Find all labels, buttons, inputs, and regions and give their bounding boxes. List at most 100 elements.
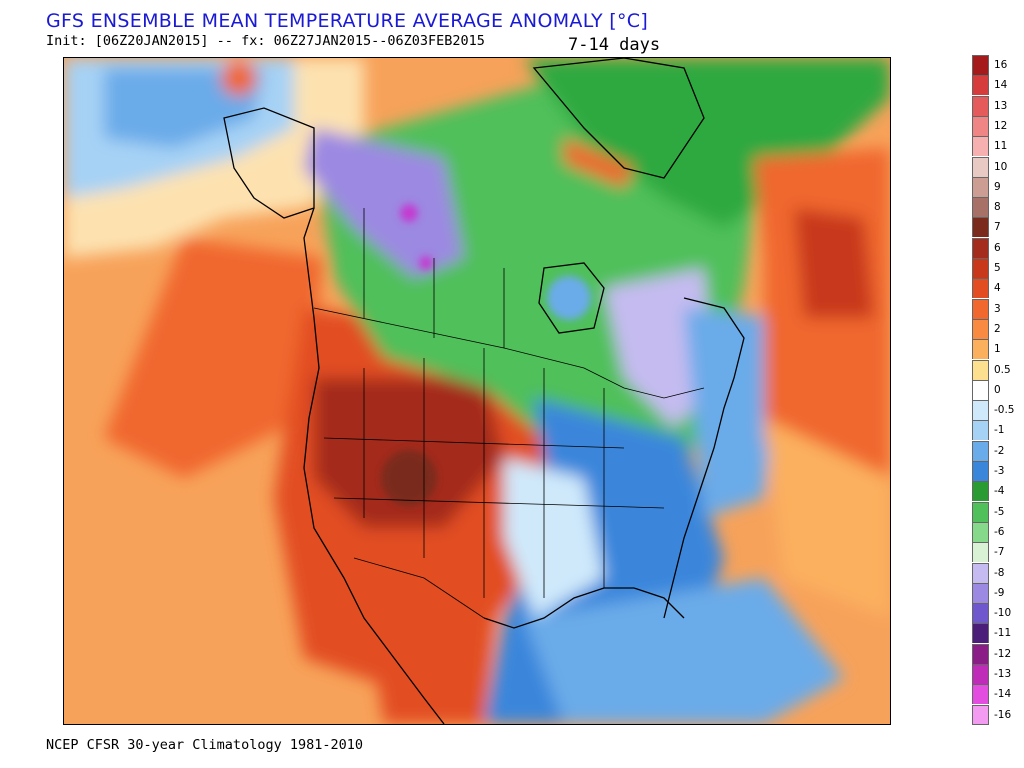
state-line-h1 xyxy=(323,437,625,449)
legend-swatch xyxy=(972,603,989,624)
legend-swatch xyxy=(972,521,989,542)
legend-swatch xyxy=(972,217,989,238)
legend-label: -16 xyxy=(994,708,1012,721)
legend-swatch xyxy=(972,420,989,441)
legend-entry: 14 xyxy=(972,75,1024,96)
legend-swatch xyxy=(972,136,989,157)
legend-label: 8 xyxy=(994,201,1001,214)
legend-entry: -5 xyxy=(972,501,1024,523)
rockies-hot-core xyxy=(381,450,437,506)
legend-entry: -9 xyxy=(972,582,1024,604)
legend-entry: 6 xyxy=(972,237,1024,259)
legend-entry: 1 xyxy=(972,339,1024,360)
legend-entry: 7 xyxy=(972,217,1024,238)
coastline-gulf xyxy=(483,587,685,629)
east-pacific-warm xyxy=(104,238,324,478)
legend-label: -5 xyxy=(994,505,1005,518)
bering-warm-spot xyxy=(221,60,257,96)
legend-label: 7 xyxy=(994,221,1001,234)
legend-label: 1 xyxy=(994,343,1001,356)
legend-label: -7 xyxy=(994,546,1005,559)
legend-label: 14 xyxy=(994,79,1008,92)
legend-swatch xyxy=(972,582,989,603)
legend-label: -11 xyxy=(994,627,1012,640)
legend-label: 16 xyxy=(994,59,1008,71)
hudson-bay-blue xyxy=(547,276,591,320)
legend-swatch xyxy=(972,461,989,481)
legend-entry: -10 xyxy=(972,603,1024,624)
legend-entry: -0.5 xyxy=(972,400,1024,421)
legend-swatch xyxy=(972,55,989,75)
legend-entry: -3 xyxy=(972,461,1024,482)
legend-label: 0 xyxy=(994,383,1001,396)
legend-entry: 9 xyxy=(972,176,1024,198)
atlantic-cool-strip xyxy=(684,308,784,518)
legend-swatch xyxy=(972,623,989,644)
legend-label: -8 xyxy=(994,566,1005,579)
anomaly-map xyxy=(63,57,891,725)
legend-label: -4 xyxy=(994,485,1005,498)
legend-entry: -1 xyxy=(972,420,1024,441)
legend-entry: 12 xyxy=(972,115,1024,137)
legend-swatch xyxy=(972,258,989,278)
legend-entry: -4 xyxy=(972,481,1024,502)
legend-swatch xyxy=(972,704,989,725)
legend-label: -0.5 xyxy=(994,404,1015,417)
greenland-outline xyxy=(532,58,705,179)
gulf-cool xyxy=(524,578,844,724)
legend-label: 12 xyxy=(994,119,1008,132)
legend-entry: 11 xyxy=(972,136,1024,157)
central-us-neutral xyxy=(504,458,604,618)
chart-title: GFS ENSEMBLE MEAN TEMPERATURE AVERAGE AN… xyxy=(46,10,649,32)
legend-swatch xyxy=(972,298,989,319)
coastline-west xyxy=(303,207,445,724)
legend-entry: -13 xyxy=(972,664,1024,685)
atlantic-warm-core xyxy=(794,208,874,318)
legend-label: 2 xyxy=(994,322,1001,335)
legend-entry: 16 xyxy=(972,55,1024,76)
mexico-warm xyxy=(364,598,494,724)
legend-entry: 5 xyxy=(972,258,1024,279)
legend-label: -3 xyxy=(994,465,1005,477)
legend-swatch xyxy=(972,95,989,116)
legend-entry: 0 xyxy=(972,379,1024,401)
legend-label: 11 xyxy=(994,140,1008,153)
legend-label: -6 xyxy=(994,525,1005,538)
legend-label: 10 xyxy=(994,160,1008,173)
legend-swatch xyxy=(972,278,989,299)
legend-swatch xyxy=(972,440,989,461)
legend-swatch xyxy=(972,664,989,684)
legend-label: -10 xyxy=(994,607,1012,620)
legend-swatch xyxy=(972,501,989,522)
legend-label: -9 xyxy=(994,586,1005,599)
legend-entry: -14 xyxy=(972,684,1024,705)
legend-entry: -8 xyxy=(972,562,1024,584)
legend-entry: 0.5 xyxy=(972,359,1024,381)
legend-entry: 10 xyxy=(972,156,1024,178)
legend-swatch xyxy=(972,400,989,421)
legend-swatch xyxy=(972,75,989,96)
legend-label: -12 xyxy=(994,647,1012,660)
legend-swatch xyxy=(972,359,989,380)
init-forecast-line: Init: [06Z20JAN2015] -- fx: 06Z27JAN2015… xyxy=(46,33,485,49)
legend-entry: -16 xyxy=(972,704,1024,726)
us-canada-border xyxy=(313,307,705,399)
legend-label: -14 xyxy=(994,688,1012,701)
legend-swatch xyxy=(972,379,989,400)
legend-entry: 8 xyxy=(972,197,1024,218)
legend-swatch xyxy=(972,237,989,258)
legend-swatch xyxy=(972,156,989,177)
legend-swatch xyxy=(972,115,989,136)
legend-label: -2 xyxy=(994,444,1005,457)
climatology-footnote: NCEP CFSR 30-year Climatology 1981-2010 xyxy=(46,737,363,753)
atlantic-neutral xyxy=(764,418,890,618)
legend-entry: 13 xyxy=(972,95,1024,117)
legend-entry: 3 xyxy=(972,298,1024,320)
alaska-outline xyxy=(223,107,315,219)
legend-entry: 4 xyxy=(972,278,1024,299)
legend-swatch xyxy=(972,339,989,360)
us-mexico-border xyxy=(353,557,485,619)
bering-blue-core xyxy=(104,68,264,148)
hudson-bay-outline xyxy=(538,262,605,334)
legend-entry: -12 xyxy=(972,643,1024,665)
